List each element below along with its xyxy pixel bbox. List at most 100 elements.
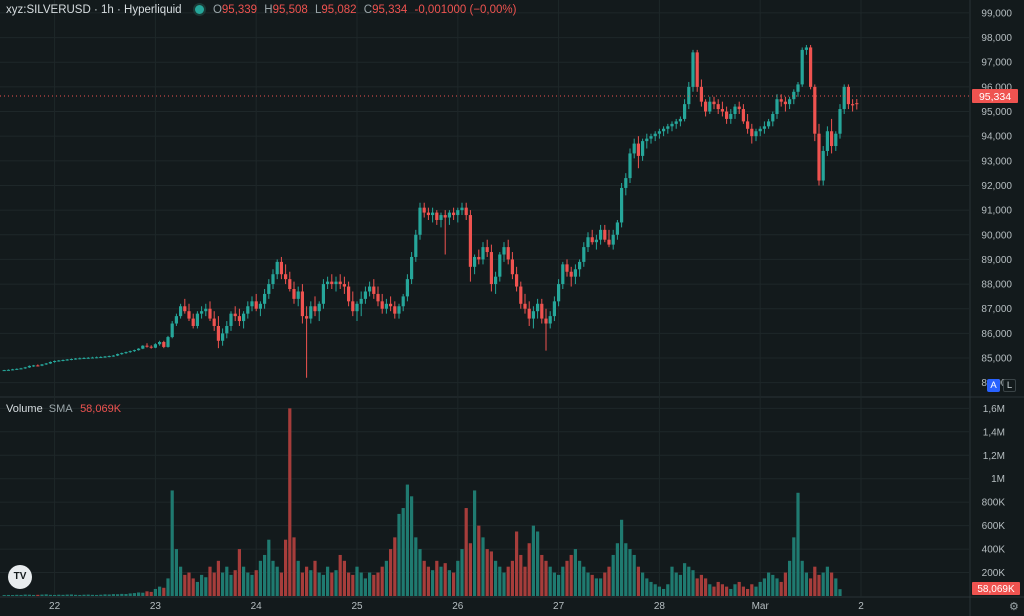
candle (825, 126, 829, 156)
candle (380, 293, 384, 314)
candle (250, 296, 254, 312)
volume-bar (317, 572, 321, 596)
candle (767, 118, 771, 129)
candle-body (418, 207, 422, 235)
volume-bar (229, 574, 233, 596)
candle (221, 328, 225, 346)
candle-body (44, 363, 48, 365)
candle-body (804, 47, 808, 50)
candle-body (296, 291, 300, 299)
candle-body (586, 237, 590, 248)
volume-bar (397, 513, 401, 596)
candle (82, 357, 86, 360)
candle (834, 131, 838, 151)
volume-bar (162, 587, 166, 596)
candle (95, 356, 99, 359)
candle (804, 44, 808, 55)
legend-header: xyz:SILVERUSD · 1h · Hyperliquid O95,339… (6, 4, 520, 16)
volume-bar (426, 566, 430, 596)
candle (746, 113, 750, 134)
settings-icon[interactable]: ⚙ (1009, 601, 1019, 613)
time-tick-label: 24 (251, 601, 263, 612)
candle (435, 210, 439, 225)
candle-body (313, 306, 317, 312)
candle (632, 138, 636, 159)
volume-bar (473, 490, 477, 596)
price-tick-label: 87,000 (981, 304, 1012, 315)
volume-bar (61, 594, 65, 596)
candle-body (662, 128, 666, 132)
candle-body (838, 109, 842, 134)
tradingview-logo[interactable]: TV (8, 565, 32, 589)
volume-bar (418, 549, 422, 596)
candle (355, 301, 359, 322)
candle-body (813, 86, 817, 134)
candle-body (557, 284, 561, 302)
volume-bar (628, 549, 632, 596)
volume-bar (158, 586, 162, 596)
candle-body (527, 308, 531, 319)
volume-bar (15, 594, 19, 596)
candle (851, 99, 855, 112)
volume-bar (523, 566, 527, 596)
candle (246, 301, 250, 319)
candle-body (603, 229, 607, 240)
volume-bar (599, 578, 603, 596)
volume-bar (99, 594, 103, 596)
candle-body (23, 367, 27, 369)
candle (233, 306, 237, 322)
volume-bar (267, 539, 271, 596)
price-tick-label: 99,000 (981, 8, 1012, 19)
candle (456, 207, 460, 223)
candle (384, 298, 388, 314)
candle-body (548, 316, 552, 324)
candle-body (800, 49, 804, 85)
auto-scale-button[interactable]: A (987, 379, 1000, 392)
candle-body (334, 281, 338, 285)
candle (704, 99, 708, 117)
volume-bar (540, 554, 544, 596)
volume-bar (615, 543, 619, 596)
candle (23, 366, 27, 369)
volume-tick-label: 1M (991, 474, 1005, 485)
volume-legend[interactable]: Volume SMA 58,069K (6, 403, 121, 415)
volume-bar (624, 543, 628, 596)
candle-body (401, 296, 405, 307)
volume-bar (103, 594, 107, 596)
candle (11, 368, 15, 371)
volume-bar (53, 594, 57, 596)
volume-bar (804, 572, 808, 596)
candle-body (762, 126, 766, 129)
volume-bar (741, 586, 745, 596)
candle (326, 276, 330, 290)
volume-bar (292, 537, 296, 596)
candle (649, 133, 653, 144)
candle-body (594, 239, 598, 243)
candle-body (758, 128, 762, 132)
candle (309, 301, 313, 324)
volume-bar (838, 589, 842, 596)
candle (523, 293, 527, 314)
candle (229, 311, 233, 331)
volume-bar (494, 560, 498, 596)
volume-bar (95, 594, 99, 596)
candle-body (380, 301, 384, 309)
volume-bar (359, 572, 363, 596)
volume-bar (384, 560, 388, 596)
symbol-title[interactable]: xyz:SILVERUSD · 1h · Hyperliquid (6, 4, 182, 16)
volume-bar (166, 578, 170, 596)
candle-body (359, 298, 363, 304)
volume-bar (187, 572, 191, 596)
candle (61, 359, 65, 362)
candle (729, 109, 733, 124)
volume-bar (657, 586, 661, 596)
candle (699, 79, 703, 107)
candle-body (851, 104, 855, 106)
candle (506, 239, 510, 265)
candle (586, 232, 590, 253)
candle (187, 303, 191, 322)
candle (212, 311, 216, 331)
candle-body (481, 247, 485, 260)
log-scale-button[interactable]: L (1003, 379, 1016, 392)
